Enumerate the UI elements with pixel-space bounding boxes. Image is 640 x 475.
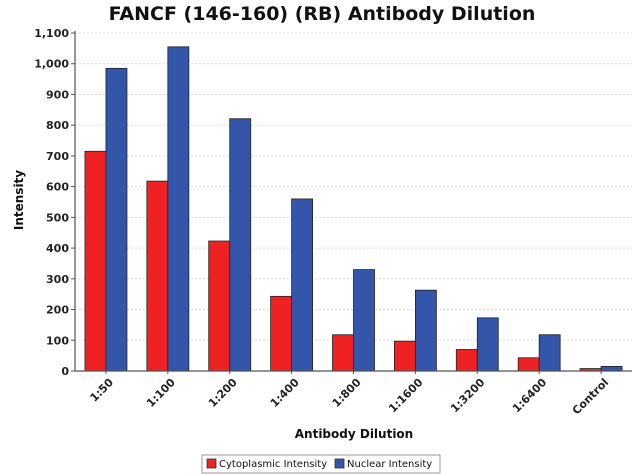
y-tick-label: 1,100 [34,27,69,40]
bars [84,46,623,372]
bar-nuclear-7 [538,334,561,372]
axes [71,31,632,374]
x-axis-label: Antibody Dilution [295,427,413,441]
y-tick-label: 200 [46,304,69,317]
x-tick-label: 1:3200 [448,376,488,416]
bar-cytoplasmic-0 [84,150,107,372]
y-tick-label: 900 [46,88,69,101]
y-tick-label: 600 [46,181,69,194]
legend-label-cytoplasmic: Cytoplasmic Intensity [219,459,327,470]
bar-cytoplasmic-2 [208,240,231,372]
x-tick-label: 1:50 [88,376,117,405]
bar-nuclear-3 [291,198,314,372]
y-tick-label: 500 [46,211,69,224]
y-tick-labels: 0 100 200 300 400 500 600 700 800 900 1,000 1,100 [34,27,69,378]
legend-swatch-nuclear [334,458,345,469]
y-tick-label: 0 [61,365,69,378]
y-tick-label: 1,000 [34,58,69,71]
x-tick-label: 1:400 [268,376,302,410]
x-tick-label: 1:100 [144,376,178,410]
x-tick-labels: 1:50 1:100 1:200 1:400 1:800 1:1600 1:3200 1:64… [88,376,612,418]
y-tick-label: 400 [46,242,69,255]
bar-cytoplasmic-3 [270,295,293,372]
legend: Cytoplasmic Intensity Nuclear Intensity [201,454,441,474]
y-tick-label: 100 [46,334,69,347]
bar-cytoplasmic-4 [332,334,354,372]
y-tick-label: 800 [46,119,69,132]
legend-label-nuclear: Nuclear Intensity [347,459,432,470]
y-tick-label: 700 [46,150,69,163]
bar-nuclear-2 [229,118,252,372]
legend-box [201,454,441,474]
bar-nuclear-6 [476,317,499,372]
chart-title: FANCF (146-160) (RB) Antibody Dilution [109,3,536,25]
bar-nuclear-1 [167,46,190,372]
bar-nuclear-0 [105,67,128,372]
bar-nuclear-8 [600,365,623,372]
y-tick-label: 300 [46,273,69,286]
bar-cytoplasmic-1 [146,180,169,372]
bar-nuclear-4 [353,269,375,372]
x-tick-label: 1:1600 [386,376,426,416]
bar-nuclear-5 [414,289,437,372]
x-tick-label: Control [570,376,611,417]
x-tick-label: 1:800 [330,376,364,410]
bar-cytoplasmic-7 [517,357,540,372]
y-axis-label: Intensity [12,170,26,230]
legend-swatch-cytoplasmic [206,458,217,469]
bar-cytoplasmic-5 [393,340,416,372]
bar-cytoplasmic-6 [455,349,478,372]
x-tick-label: 1:6400 [510,376,550,416]
x-tick-label: 1:200 [206,376,240,410]
